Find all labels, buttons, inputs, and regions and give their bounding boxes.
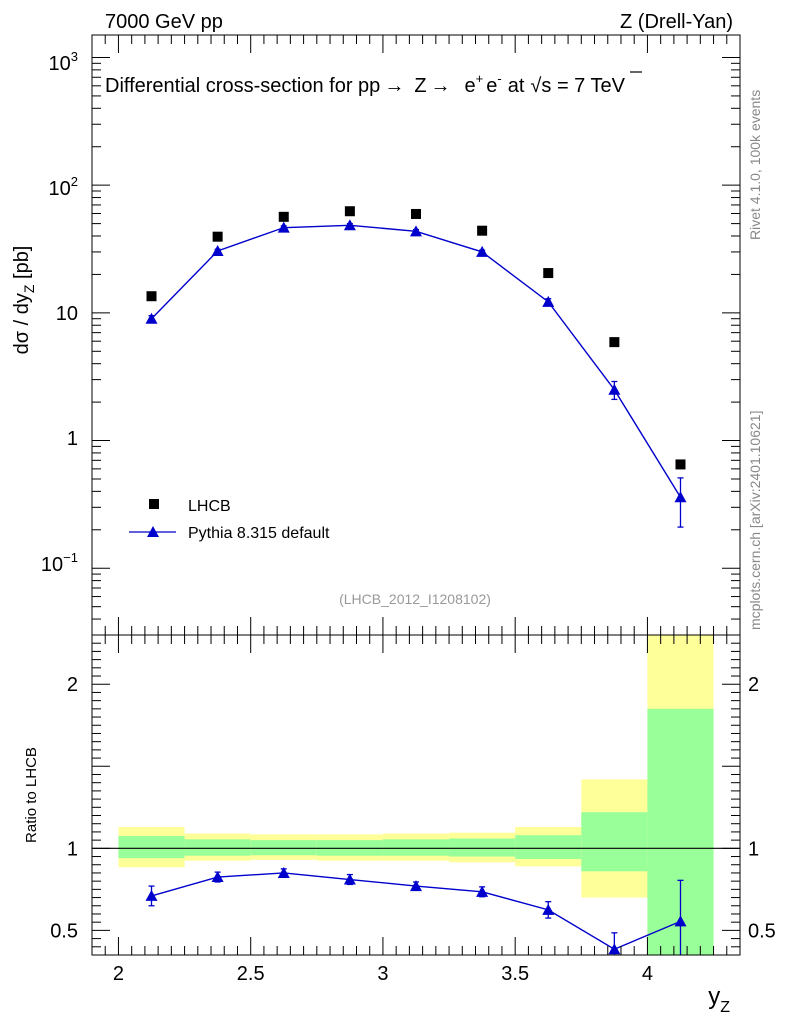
lhcb-point	[278, 211, 289, 222]
ratio-band-green	[118, 836, 185, 859]
rivet-label: Rivet 4.1.0, 100k events	[747, 90, 763, 240]
ratio-point	[277, 866, 290, 878]
legend-label-pythia: Pythia 8.315 default	[188, 525, 330, 542]
pythia-point	[343, 219, 356, 231]
ratio-frame	[91, 634, 741, 956]
ratio-panel: 2 2.5 3 3.5 4 0.5 0.5 1 1 2 2 Ratio to LHCB yZ	[23, 634, 776, 1016]
pythia-point	[211, 245, 224, 257]
ratio-point	[145, 889, 158, 901]
ratio-ytick-label-left: 0.5	[50, 920, 78, 942]
xtick-label: 2.5	[237, 963, 265, 985]
pythia-line	[151, 224, 682, 498]
ratio-band-green	[449, 838, 516, 857]
ratio-band-green	[581, 812, 648, 872]
pythia-point	[674, 491, 687, 503]
lhcb-point	[411, 208, 421, 219]
legend-label-lhcb: LHCB	[188, 498, 231, 515]
main-panel: 103 102 10 1 10−1 dσ / dyZ [pb] Differen…	[11, 34, 741, 636]
xtick-label: 2	[113, 963, 124, 985]
ratio-point	[343, 873, 356, 885]
ratio-ytick-label-right: 2	[748, 674, 759, 696]
header-right: Z (Drell-Yan)	[620, 11, 733, 33]
ytick-label-0.1: 10−1	[41, 550, 78, 576]
ratio-bands	[92, 635, 740, 955]
lhcb-point	[477, 225, 488, 236]
ytick-label-100: 102	[49, 174, 78, 200]
ratio-marks	[145, 866, 687, 955]
ratio-band-green	[382, 839, 450, 856]
main-ticks	[91, 35, 741, 636]
ratio-band-green	[515, 835, 582, 859]
lhcb-point	[543, 268, 554, 279]
pythia-point	[410, 225, 422, 237]
ratio-band-green	[250, 840, 317, 856]
lhcb-point	[212, 231, 223, 242]
xtick-label: 3.5	[501, 963, 529, 985]
xtick-label: 4	[642, 963, 653, 985]
ratio-point	[542, 903, 555, 915]
lhcb-point	[344, 206, 355, 217]
header-left: 7000 GeV pp	[105, 11, 223, 33]
main-marks	[145, 206, 687, 528]
pythia-point	[277, 221, 290, 233]
pythia-point	[476, 245, 489, 257]
ratio-ytick-label-left: 1	[67, 838, 78, 860]
pythia-point	[145, 312, 158, 324]
ratio-ylabel: Ratio to LHCB	[23, 747, 40, 843]
ratio-point	[410, 880, 422, 892]
ytick-label-10: 10	[56, 303, 78, 325]
pythia-point	[542, 295, 555, 307]
ratio-ytick-label-right: 0.5	[748, 920, 776, 942]
ratio-ytick-label-left: 2	[67, 674, 78, 696]
lhcb-point	[609, 337, 620, 348]
mcplots-label: mcplots.cern.ch [arXiv:2401.10621]	[747, 411, 763, 630]
ratio-band-green	[184, 839, 251, 856]
analysis-id: (LHCB_2012_I1208102)	[339, 591, 491, 607]
ytick-label-1000: 103	[49, 49, 78, 75]
main-frame	[91, 34, 741, 636]
legend: LHCB Pythia 8.315 default	[129, 498, 330, 542]
ratio-point	[674, 915, 687, 927]
xtick-label: 3	[377, 963, 388, 985]
ratio-ticks	[91, 634, 741, 956]
legend-marker-pythia	[147, 526, 159, 537]
main-ylabel: dσ / dyZ [pb]	[11, 246, 37, 355]
legend-marker-lhcb	[149, 499, 159, 509]
xlabel: yZ	[708, 983, 730, 1016]
ratio-tick-labels: 2 2.5 3 3.5 4 0.5 0.5 1 1 2 2	[50, 674, 776, 985]
pythia-point	[608, 383, 621, 395]
ratio-point	[608, 943, 621, 955]
lhcb-point	[675, 459, 686, 470]
ratio-point	[476, 885, 489, 897]
ytick-label-1: 1	[67, 428, 78, 450]
ratio-point	[211, 871, 224, 883]
ratio-ytick-label-right: 1	[748, 838, 759, 860]
lhcb-point	[146, 291, 157, 302]
chart-title: Differential cross-section for pp → Z → e+ e-…	[105, 71, 626, 97]
